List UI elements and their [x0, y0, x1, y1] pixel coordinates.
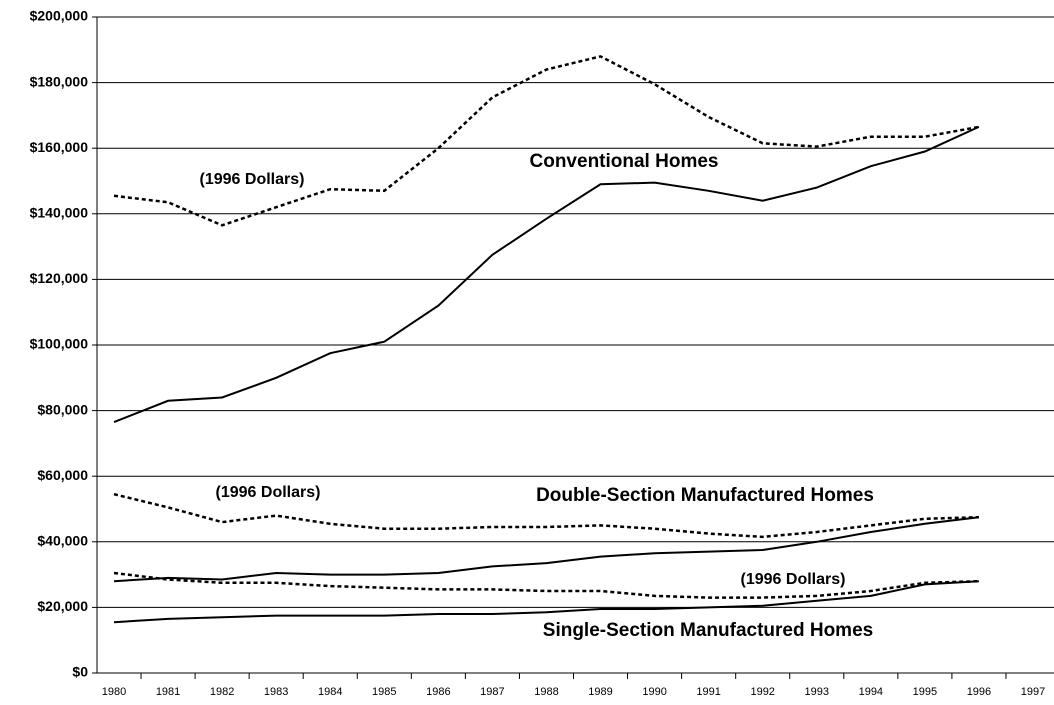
x-tick-label: 1987: [480, 686, 504, 698]
annotation: (1996 Dollars): [200, 171, 305, 188]
x-tick-label: 1994: [859, 686, 883, 698]
annotation: (1996 Dollars): [741, 571, 846, 588]
y-tick-label: $0: [72, 664, 88, 680]
x-tick-label: 1992: [750, 686, 774, 698]
x-tick-label: 1990: [642, 686, 666, 698]
line-series: [113, 580, 979, 624]
x-tick-label: 1984: [318, 686, 342, 698]
x-tick-label: 1982: [210, 686, 234, 698]
y-tick-label: $100,000: [30, 336, 89, 352]
annotation: Conventional Homes: [530, 151, 719, 172]
x-tick-label: 1983: [264, 686, 288, 698]
line-series: [113, 516, 980, 583]
y-tick-label: $180,000: [30, 73, 89, 89]
y-tick-label: $160,000: [30, 139, 89, 155]
y-tick-label: $80,000: [37, 401, 88, 417]
y-tick-label: $200,000: [30, 8, 89, 24]
x-tick-label: 1991: [696, 686, 720, 698]
y-tick-label: $20,000: [37, 598, 88, 614]
x-tick-label: 1996: [967, 686, 991, 698]
x-tick-label: 1980: [102, 686, 126, 698]
annotation: (1996 Dollars): [216, 484, 321, 501]
x-tick-label: 1997: [1021, 686, 1045, 698]
x-tick-label: 1981: [156, 686, 180, 698]
x-tick-label: 1986: [426, 686, 450, 698]
y-tick-label: $120,000: [30, 270, 89, 286]
line-series-dotted: [113, 55, 980, 227]
x-tick-label: 1993: [805, 686, 829, 698]
line-series: [113, 125, 980, 424]
annotation: Double-Section Manufactured Homes: [536, 485, 874, 506]
y-tick-label: $40,000: [37, 533, 88, 549]
line-series-dotted: [113, 571, 979, 599]
x-tick-label: 1988: [534, 686, 558, 698]
y-tick-label: $60,000: [37, 467, 88, 483]
x-tick-label: 1995: [913, 686, 937, 698]
x-tick-label: 1985: [372, 686, 396, 698]
line-series-dotted: [113, 492, 979, 539]
annotation: Single-Section Manufactured Homes: [543, 620, 873, 641]
y-tick-label: $140,000: [30, 205, 89, 221]
x-tick-label: 1989: [588, 686, 612, 698]
